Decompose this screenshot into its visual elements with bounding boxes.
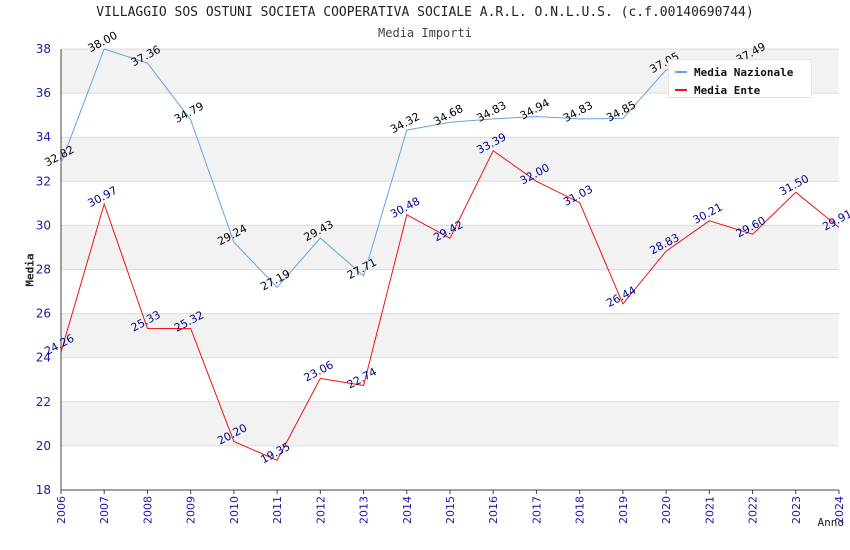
x-tick-label: 2006 xyxy=(55,496,68,524)
x-tick-label: 2019 xyxy=(617,496,630,524)
chart-legend: Media Nazionale Media Ente xyxy=(668,59,812,98)
x-tick-label: 2009 xyxy=(185,496,198,524)
data-label-nazionale: 34.83 xyxy=(561,99,595,125)
x-tick-label: 2022 xyxy=(747,496,760,524)
chart-title: VILLAGGIO SOS OSTUNI SOCIETA COOPERATIVA… xyxy=(96,5,754,20)
y-tick-label: 32 xyxy=(36,174,51,188)
x-tick-label: 2020 xyxy=(660,496,673,524)
legend-item-ente: Media Ente xyxy=(675,83,760,97)
data-label-ente: 30.48 xyxy=(388,195,422,221)
grid-band xyxy=(61,313,839,358)
legend-swatch-ente xyxy=(675,89,687,91)
y-tick-label: 28 xyxy=(36,263,51,277)
chart-subtitle: Media Importi xyxy=(378,26,472,40)
series-line-ente xyxy=(60,149,840,461)
x-tick-label: 2008 xyxy=(141,496,154,524)
data-label-nazionale: 34.83 xyxy=(475,99,509,125)
data-label-nazionale: 34.32 xyxy=(388,110,422,136)
data-label-ente: 22.74 xyxy=(345,365,379,391)
y-tick-label: 36 xyxy=(36,86,51,100)
x-axis-label: Anno xyxy=(817,516,845,529)
data-label-ente: 26.44 xyxy=(604,284,638,310)
data-label-ente: 30.21 xyxy=(691,201,725,227)
x-tick-label: 2012 xyxy=(314,496,327,524)
x-tick-label: 2018 xyxy=(574,496,587,524)
y-tick-label: 20 xyxy=(36,439,51,453)
data-label-ente: 31.03 xyxy=(561,182,595,208)
y-tick-label: 18 xyxy=(36,483,51,497)
grid-band xyxy=(61,137,839,182)
legend-swatch-nazionale xyxy=(675,71,687,73)
data-label-ente: 30.97 xyxy=(86,184,120,210)
data-label-nazionale: 34.85 xyxy=(604,98,638,124)
x-tick-label: 2015 xyxy=(444,496,457,524)
y-tick-label: 30 xyxy=(36,218,51,232)
legend-label-nazionale: Media Nazionale xyxy=(694,65,794,79)
y-tick-label: 34 xyxy=(36,130,51,144)
y-tick-label: 24 xyxy=(36,351,51,365)
data-label-nazionale: 34.94 xyxy=(518,96,552,122)
x-tick-label: 2013 xyxy=(358,496,371,524)
x-tick-label: 2017 xyxy=(530,496,543,524)
grid-band xyxy=(61,225,839,270)
x-tick-label: 2023 xyxy=(790,496,803,524)
x-tick-label: 2011 xyxy=(271,496,284,524)
series-line-nazionale xyxy=(60,48,753,289)
grid-band xyxy=(61,401,839,446)
data-label-nazionale: 34.79 xyxy=(172,100,206,126)
y-tick-label: 22 xyxy=(36,395,51,409)
x-tick-label: 2021 xyxy=(703,496,716,524)
y-tick-label: 38 xyxy=(36,42,51,56)
data-label-nazionale: 27.19 xyxy=(259,267,293,293)
legend-item-nazionale: Media Nazionale xyxy=(675,65,793,79)
x-tick-label: 2024 xyxy=(833,496,846,524)
x-tick-label: 2014 xyxy=(401,496,414,524)
data-label-nazionale: 34.68 xyxy=(431,102,465,128)
y-tick-label: 26 xyxy=(36,307,51,321)
x-tick-label: 2007 xyxy=(98,496,111,524)
x-tick-label: 2016 xyxy=(487,496,500,524)
x-tick-label: 2010 xyxy=(228,496,241,524)
legend-label-ente: Media Ente xyxy=(694,83,761,97)
